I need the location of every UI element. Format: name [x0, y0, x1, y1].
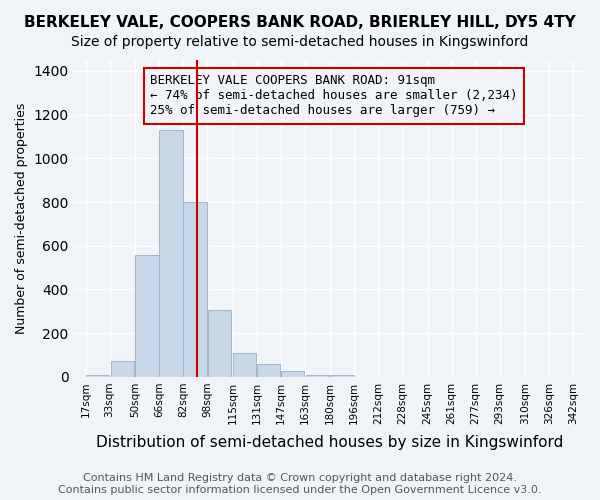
Text: Contains HM Land Registry data © Crown copyright and database right 2024.
Contai: Contains HM Land Registry data © Crown c…	[58, 474, 542, 495]
Text: BERKELEY VALE, COOPERS BANK ROAD, BRIERLEY HILL, DY5 4TY: BERKELEY VALE, COOPERS BANK ROAD, BRIERL…	[24, 15, 576, 30]
Bar	[305, 374, 329, 377]
Bar	[208, 310, 232, 377]
Y-axis label: Number of semi-detached properties: Number of semi-detached properties	[15, 103, 28, 334]
Bar	[331, 376, 353, 377]
Bar	[184, 202, 206, 377]
Bar	[136, 255, 158, 377]
Bar	[257, 364, 280, 377]
Bar	[110, 361, 134, 377]
Bar	[86, 375, 109, 377]
Bar	[160, 130, 182, 377]
X-axis label: Distribution of semi-detached houses by size in Kingswinford: Distribution of semi-detached houses by …	[95, 435, 563, 450]
Bar	[281, 372, 304, 377]
Text: BERKELEY VALE COOPERS BANK ROAD: 91sqm
← 74% of semi-detached houses are smaller: BERKELEY VALE COOPERS BANK ROAD: 91sqm ←…	[150, 74, 518, 118]
Bar	[233, 353, 256, 377]
Text: Size of property relative to semi-detached houses in Kingswinford: Size of property relative to semi-detach…	[71, 35, 529, 49]
